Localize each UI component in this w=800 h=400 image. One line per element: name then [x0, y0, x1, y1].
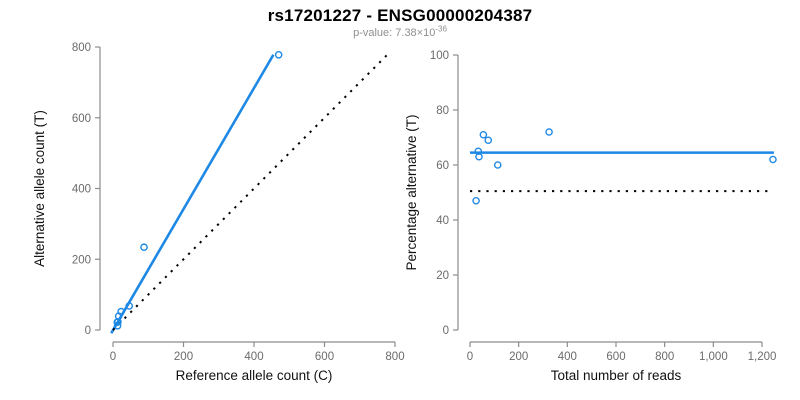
y-axis-title: Alternative allele count (T)	[32, 110, 47, 267]
x-tick-label: 1,000	[699, 351, 728, 363]
plot-subtitle: p-value: 7.38×10-36	[0, 24, 800, 39]
left-panel: 0 200 400 600 800 0 200 400 600 800 Reference alle…	[32, 42, 405, 383]
y-tick-label: 80	[436, 105, 449, 117]
x-axis-title: Reference allele count (C)	[176, 368, 333, 383]
x-tick-label: 400	[244, 351, 263, 363]
data-point	[545, 128, 553, 136]
data-point	[113, 321, 122, 330]
y-tick-label: 800	[72, 42, 91, 54]
y-tick-label: 400	[72, 184, 91, 196]
data-point	[493, 161, 502, 169]
x-axis-title: Total number of reads	[551, 368, 682, 383]
data-point	[479, 130, 488, 139]
x-tick-label: 800	[655, 351, 674, 363]
y-tick-label: 60	[436, 160, 449, 172]
data-point	[472, 196, 480, 205]
data-point	[140, 243, 148, 252]
data-point	[117, 307, 125, 316]
y-tick-label: 40	[436, 215, 449, 227]
x-tick-label: 400	[558, 351, 577, 363]
y-tick-label: 0	[85, 325, 91, 337]
pvalue-text: p-value: 7.38×10	[353, 27, 436, 39]
y-tick-label: 200	[72, 254, 91, 266]
x-tick-label: 200	[174, 351, 193, 363]
pvalue-exponent: -36	[435, 24, 447, 34]
y-axis-title: Percentage alternative (T)	[404, 114, 419, 270]
y-tick-label: 20	[436, 270, 449, 282]
data-point	[274, 50, 283, 59]
x-tick-label: 1,200	[748, 351, 777, 363]
y-tick-label: 0	[443, 325, 449, 337]
regression-line	[110, 54, 275, 334]
y-tick-label: 600	[72, 113, 91, 125]
data-point	[769, 155, 777, 164]
x-tick-label: 200	[509, 351, 528, 363]
x-tick-label: 600	[606, 351, 625, 363]
data-point	[484, 136, 493, 145]
x-tick-label: 0	[110, 351, 116, 363]
data-point	[125, 302, 134, 310]
x-tick-label: 0	[467, 351, 473, 363]
x-tick-label: 600	[315, 351, 334, 363]
right-panel: 0 200 400 600 800 1,000 1,200 0 20 40 60 80 100 Total…	[404, 50, 777, 383]
x-tick-label: 800	[385, 351, 404, 363]
plot-title: rs17201227 - ENSG00000204387	[267, 6, 533, 25]
y-tick-label: 100	[430, 50, 449, 62]
data-point	[475, 152, 483, 161]
